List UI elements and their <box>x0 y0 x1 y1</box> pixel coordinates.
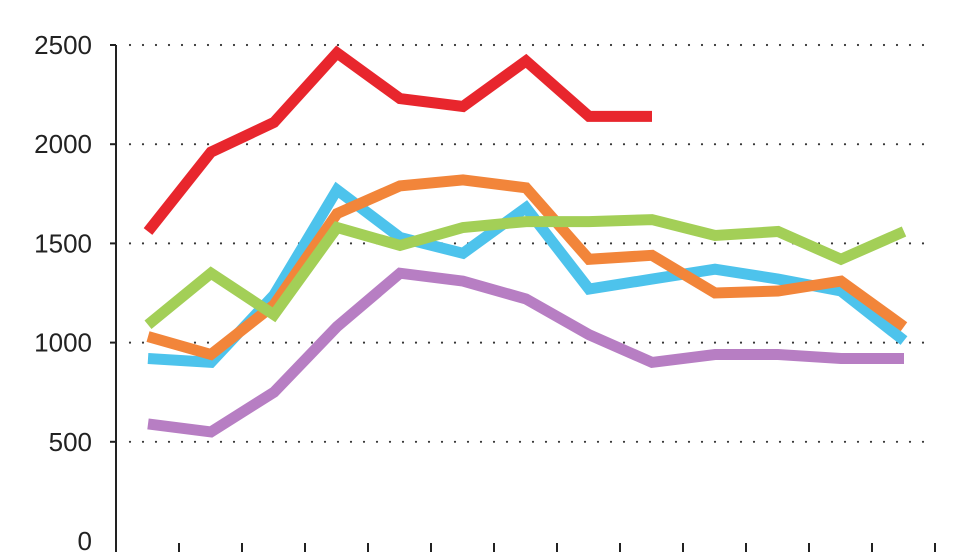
y-tick-label-2000: 2000 <box>34 129 92 159</box>
series-line-1 <box>143 45 652 235</box>
y-tick-label-0: 0 <box>78 526 92 552</box>
y-tick-label-1000: 1000 <box>34 328 92 358</box>
series-line-3 <box>146 174 908 361</box>
axes <box>110 44 936 552</box>
series-lines <box>143 45 908 438</box>
series-line-2 <box>147 181 908 369</box>
series-line-4 <box>144 214 907 329</box>
series-line-5 <box>147 267 904 438</box>
y-tick-labels: 0 500 1000 1500 2000 2500 <box>34 30 92 552</box>
y-tick-label-2500: 2500 <box>34 30 92 60</box>
y-tick-label-1500: 1500 <box>34 228 92 258</box>
y-tick-label-500: 500 <box>49 427 92 457</box>
